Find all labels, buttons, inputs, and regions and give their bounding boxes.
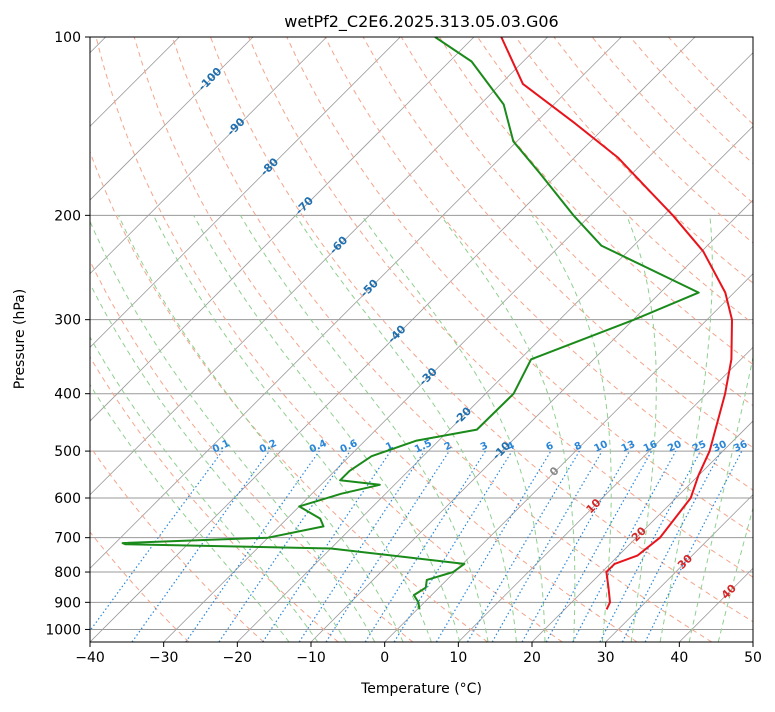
isotherm-line — [311, 37, 775, 642]
mixing-ratio-line — [365, 451, 485, 642]
x-tick-label: 10 — [449, 650, 467, 666]
mixing-ratio-line — [299, 451, 424, 642]
isotherm-label: 30 — [675, 552, 695, 572]
isotherm-label: 40 — [719, 582, 739, 602]
plot-frame — [90, 37, 753, 642]
moist-adiabat-line — [87, 215, 374, 642]
isotherm-line — [0, 37, 548, 642]
mixing-ratio-label: 36 — [732, 439, 749, 455]
x-tick-label: 40 — [670, 650, 688, 666]
y-tick-label: 200 — [54, 208, 81, 224]
x-tick-label: 50 — [744, 650, 762, 666]
dry-adiabat-line — [592, 37, 775, 642]
isotherm-line — [753, 37, 775, 642]
isotherm-label: -90 — [224, 115, 247, 138]
dry-adiabat-line — [478, 37, 775, 642]
isotherm-label: -100 — [196, 65, 225, 94]
moist-adiabat-line — [627, 215, 657, 642]
chart-title: wetPf2_C2E6.2025.313.05.03.G06 — [284, 12, 558, 32]
moist-adiabat-line — [154, 215, 432, 642]
mixing-ratio-label: 0.1 — [211, 438, 232, 455]
isotherm-line — [237, 37, 775, 642]
isotherm-label: -50 — [358, 276, 381, 299]
moist-adiabat-line — [194, 215, 460, 642]
x-tick-label: −10 — [296, 650, 326, 666]
moist-adiabat-line — [441, 215, 575, 642]
dry-adiabat-line — [58, 37, 488, 642]
isotherm-line — [164, 37, 769, 642]
y-tick-label: 600 — [54, 491, 81, 507]
mixing-ratio-label: 16 — [642, 439, 659, 455]
isotherm-line — [16, 37, 621, 642]
isotherm-line — [0, 37, 400, 642]
y-tick-label: 100 — [54, 30, 81, 46]
y-tick-label: 400 — [54, 387, 81, 403]
isotherm-line — [532, 37, 775, 642]
dry-adiabat-line — [0, 37, 338, 642]
moist-adiabat-line — [362, 215, 545, 642]
x-tick-label: 30 — [597, 650, 615, 666]
mixing-ratio-label: 25 — [691, 439, 708, 455]
isotherm-line — [679, 37, 775, 642]
x-tick-label: −20 — [223, 650, 253, 666]
moist-adiabat-line — [660, 215, 712, 642]
mixing-ratio-label: 30 — [711, 439, 728, 455]
mixing-ratio-label: 0.4 — [308, 438, 329, 455]
isotherm-label: -80 — [258, 155, 281, 178]
y-tick-label: 500 — [54, 444, 81, 460]
mixing-ratio-line — [436, 451, 551, 642]
isotherm-line — [458, 37, 775, 642]
isotherm-label: -30 — [417, 365, 440, 388]
mixing-ratio-line — [573, 451, 676, 642]
mixing-ratio-label: 20 — [666, 439, 683, 455]
dry-adiabat-line — [0, 37, 189, 642]
y-axis-label: Pressure (hPa) — [12, 289, 28, 389]
moist-adiabat-line — [119, 215, 404, 642]
y-tick-label: 700 — [54, 531, 81, 547]
mixing-ratio-line — [326, 451, 449, 642]
dry-adiabat-line — [96, 37, 562, 642]
y-tick-label: 1000 — [45, 622, 81, 638]
x-tick-label: −30 — [149, 650, 179, 666]
y-tick-label: 300 — [54, 313, 81, 329]
mixing-ratio-label: 13 — [620, 439, 637, 455]
isotherm-label: -60 — [327, 233, 350, 256]
isotherm-label: -40 — [385, 322, 408, 345]
dry-adiabat-line — [516, 37, 775, 642]
isotherm-label: -20 — [451, 404, 474, 427]
dry-adiabat-line — [0, 37, 264, 642]
y-tick-label: 900 — [54, 595, 81, 611]
isotherm-label: 0 — [547, 464, 562, 479]
mixing-ratio-line — [522, 451, 629, 642]
mixing-ratio-line — [546, 451, 651, 642]
isotherm-label: 10 — [584, 496, 604, 516]
isotherm-line — [0, 37, 327, 642]
dry-adiabat-line — [668, 37, 775, 642]
y-tick-label: 800 — [54, 565, 81, 581]
isotherm-label: -70 — [293, 194, 316, 217]
x-tick-label: −40 — [75, 650, 105, 666]
mixing-ratio-label: 10 — [592, 439, 609, 455]
x-axis-label: Temperature (°C) — [360, 681, 482, 697]
moist-adiabat-line — [689, 215, 775, 642]
x-tick-label: 20 — [523, 650, 541, 666]
moist-adiabat-line — [532, 215, 611, 642]
x-tick-label: 0 — [380, 650, 389, 666]
